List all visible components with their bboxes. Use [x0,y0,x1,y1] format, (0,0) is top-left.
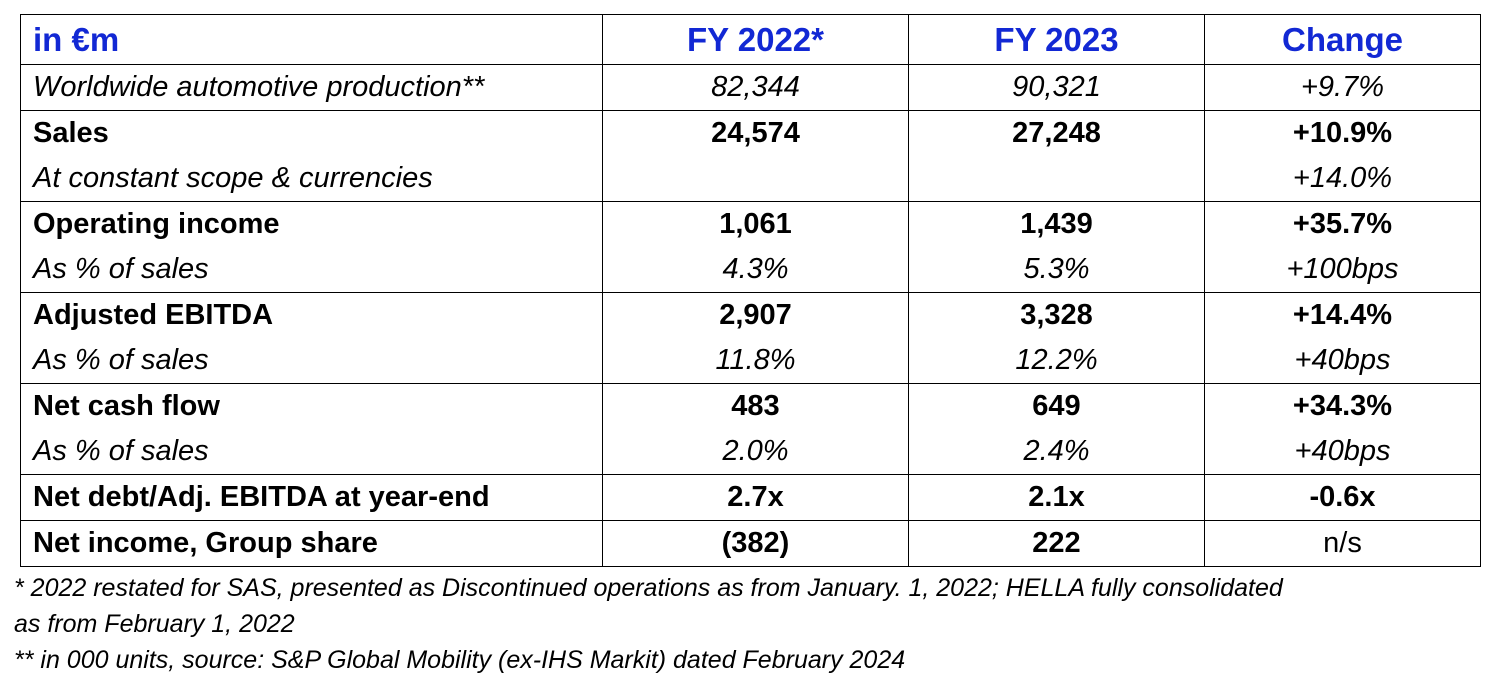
row-fy2023: 27,248 [908,110,1205,156]
row-fy2022: 2.7x [602,474,909,521]
table-row-sales: Sales 24,574 27,248 +10.9% [20,110,1481,156]
row-label: As % of sales [20,338,603,384]
row-fy2022: 24,574 [602,110,909,156]
row-change: +14.4% [1204,292,1481,338]
row-fy2023 [908,156,1205,202]
row-label: At constant scope & currencies [20,156,603,202]
header-fy2023: FY 2023 [908,14,1205,65]
table-row-constant-scope: At constant scope & currencies +14.0% [20,156,1481,202]
row-change: n/s [1204,520,1481,567]
table-row-net-debt-ratio: Net debt/Adj. EBITDA at year-end 2.7x 2.… [20,474,1481,521]
row-label: Net income, Group share [20,520,603,567]
table-row-worldwide-production: Worldwide automotive production** 82,344… [20,64,1481,111]
row-fy2022: 4.3% [602,247,909,293]
header-fy2022: FY 2022* [602,14,909,65]
table-row-operating-income: Operating income 1,061 1,439 +35.7% [20,201,1481,247]
table-row-net-cash-flow: Net cash flow 483 649 +34.3% [20,383,1481,429]
row-fy2022: 483 [602,383,909,429]
footnote-restatement-line1: * 2022 restated for SAS, presented as Di… [14,574,1283,602]
row-change: +35.7% [1204,201,1481,247]
row-fy2022: 1,061 [602,201,909,247]
table-row-adjusted-ebitda: Adjusted EBITDA 2,907 3,328 +14.4% [20,292,1481,338]
row-label: Adjusted EBITDA [20,292,603,338]
footnote-restatement-line2: as from February 1, 2022 [14,610,295,638]
header-unit: in €m [20,14,603,65]
table-row-ebitda-margin: As % of sales 11.8% 12.2% +40bps [20,338,1481,384]
row-fy2022: 11.8% [602,338,909,384]
row-fy2023: 90,321 [908,64,1205,111]
table-row-cash-flow-margin: As % of sales 2.0% 2.4% +40bps [20,429,1481,475]
financial-results-table: in €m FY 2022* FY 2023 Change Worldwide … [20,14,1481,567]
table-row-net-income: Net income, Group share (382) 222 n/s [20,520,1481,567]
row-fy2023: 2.4% [908,429,1205,475]
row-fy2023: 222 [908,520,1205,567]
row-fy2023: 2.1x [908,474,1205,521]
header-change: Change [1204,14,1481,65]
row-fy2023: 1,439 [908,201,1205,247]
row-change: +34.3% [1204,383,1481,429]
row-label: As % of sales [20,429,603,475]
row-change: +40bps [1204,429,1481,475]
row-label: Operating income [20,201,603,247]
footnotes: * 2022 restated for SAS, presented as Di… [14,570,1484,678]
row-label: Net cash flow [20,383,603,429]
table-row-operating-margin: As % of sales 4.3% 5.3% +100bps [20,247,1481,293]
row-fy2022: 2.0% [602,429,909,475]
row-change: +14.0% [1204,156,1481,202]
row-label: As % of sales [20,247,603,293]
row-fy2023: 649 [908,383,1205,429]
row-fy2023: 5.3% [908,247,1205,293]
row-label: Sales [20,110,603,156]
footnote-production-source: ** in 000 units, source: S&P Global Mobi… [14,646,906,674]
row-label: Net debt/Adj. EBITDA at year-end [20,474,603,521]
row-fy2023: 12.2% [908,338,1205,384]
row-fy2022: 2,907 [602,292,909,338]
table-header-row: in €m FY 2022* FY 2023 Change [20,14,1481,65]
row-fy2022: (382) [602,520,909,567]
row-fy2023: 3,328 [908,292,1205,338]
row-change: +40bps [1204,338,1481,384]
row-change: +10.9% [1204,110,1481,156]
row-fy2022 [602,156,909,202]
row-label: Worldwide automotive production** [20,64,603,111]
row-change: +100bps [1204,247,1481,293]
row-fy2022: 82,344 [602,64,909,111]
row-change: +9.7% [1204,64,1481,111]
row-change: -0.6x [1204,474,1481,521]
